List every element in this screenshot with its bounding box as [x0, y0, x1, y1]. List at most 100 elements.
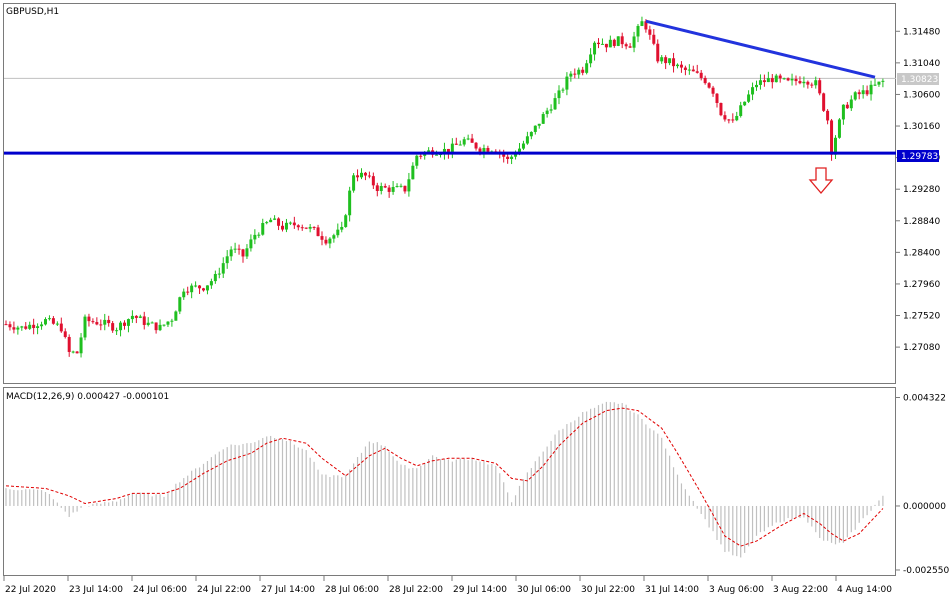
- candle-body: [865, 90, 869, 95]
- candle-body: [861, 90, 865, 95]
- candle-body: [549, 109, 553, 111]
- candle-body: [4, 324, 8, 326]
- candle-body: [553, 98, 557, 110]
- candle-body: [687, 69, 691, 71]
- candle-body: [387, 187, 391, 192]
- candle-body: [146, 322, 150, 325]
- candle-body: [16, 327, 20, 330]
- candle-body: [99, 324, 103, 326]
- candle-body: [703, 77, 707, 84]
- candle-body: [324, 239, 328, 244]
- candle-body: [454, 143, 458, 145]
- candle-body: [269, 219, 273, 223]
- candle-body: [557, 90, 561, 99]
- candle-body: [604, 43, 608, 48]
- candle-body: [336, 229, 340, 236]
- candle-body: [71, 351, 75, 353]
- candle-body: [221, 263, 225, 274]
- candle-body: [119, 322, 123, 331]
- candle-body: [138, 316, 142, 318]
- time-tick-label: 28 Jul 22:00: [389, 585, 443, 595]
- candle-body: [403, 185, 407, 192]
- candle-body: [565, 76, 569, 90]
- candle-body: [711, 87, 715, 94]
- candle-body: [308, 226, 312, 229]
- candle-body: [40, 324, 44, 327]
- candle-body: [458, 144, 462, 146]
- candle-body: [616, 36, 620, 46]
- candle-body: [20, 326, 24, 328]
- candle-body: [233, 248, 237, 250]
- candle-body: [261, 223, 265, 235]
- candle-body: [672, 58, 676, 67]
- candle-body: [774, 75, 778, 83]
- candle-body: [735, 115, 739, 121]
- time-tick-label: 3 Aug 06:00: [709, 585, 764, 595]
- candle-body: [407, 179, 411, 192]
- candle-body: [154, 322, 158, 331]
- candle-body: [217, 273, 221, 275]
- candle-body: [446, 148, 450, 154]
- candle-body: [59, 323, 63, 332]
- resistance-trendline[interactable]: [645, 19, 876, 79]
- candle-body: [63, 331, 67, 337]
- candle-body: [636, 25, 640, 37]
- candle-body: [778, 75, 782, 79]
- macd-axis: 0.004322 0.000000 -0.002550: [896, 393, 949, 576]
- candle-body: [103, 319, 107, 325]
- candle-body: [383, 186, 387, 188]
- candle-body: [486, 147, 490, 152]
- candle-body: [691, 69, 695, 72]
- price-tick-label: 1.28400: [903, 248, 940, 258]
- candle-body: [597, 42, 600, 45]
- time-tick-label: 29 Jul 14:00: [453, 585, 507, 595]
- candle-body: [178, 297, 182, 312]
- candle-body: [628, 46, 632, 48]
- candle-body: [652, 34, 656, 44]
- candle-body: [830, 120, 834, 155]
- candle-body: [608, 39, 612, 48]
- candle-body: [348, 190, 352, 216]
- candle-body: [450, 143, 454, 154]
- candle-body: [158, 324, 162, 331]
- time-tick-label: 23 Jul 14:00: [69, 585, 123, 595]
- candle-body: [660, 57, 664, 62]
- candle-body: [664, 57, 668, 64]
- candle-body: [743, 101, 747, 106]
- candle-body: [304, 227, 308, 229]
- candle-body: [391, 187, 395, 192]
- candle-body: [857, 92, 861, 95]
- candle-body: [415, 155, 419, 166]
- candle-body: [529, 131, 533, 137]
- svg-text:1.30823: 1.30823: [901, 75, 938, 85]
- candle-body: [770, 78, 774, 83]
- candle-body: [166, 321, 170, 325]
- candle-body: [47, 318, 51, 320]
- last-price-tag: 1.30823: [897, 73, 939, 85]
- candle-body: [44, 319, 47, 325]
- time-tick-label: 28 Jul 06:00: [325, 585, 379, 595]
- candle-body: [731, 119, 735, 121]
- candle-body: [427, 150, 431, 153]
- candle-body: [281, 225, 284, 230]
- candle-body: [225, 256, 229, 264]
- candle-body: [668, 58, 672, 64]
- candle-body: [751, 87, 755, 95]
- candle-body: [561, 89, 565, 91]
- price-tick-label: 1.28840: [903, 217, 940, 227]
- candle-body: [600, 43, 604, 45]
- candle-body: [462, 139, 466, 145]
- candle-body: [367, 175, 371, 177]
- candle-body: [881, 80, 885, 82]
- candle-body: [130, 315, 134, 320]
- candle-body: [245, 248, 249, 257]
- candle-body: [190, 285, 194, 293]
- candle-body: [87, 316, 91, 322]
- candle-body: [470, 138, 474, 143]
- price-tick-label: 1.31040: [903, 59, 940, 69]
- candle-body: [257, 234, 261, 236]
- candle-body: [284, 222, 288, 230]
- candle-body: [182, 291, 186, 298]
- candle-body: [762, 80, 766, 83]
- candle-body: [810, 84, 814, 86]
